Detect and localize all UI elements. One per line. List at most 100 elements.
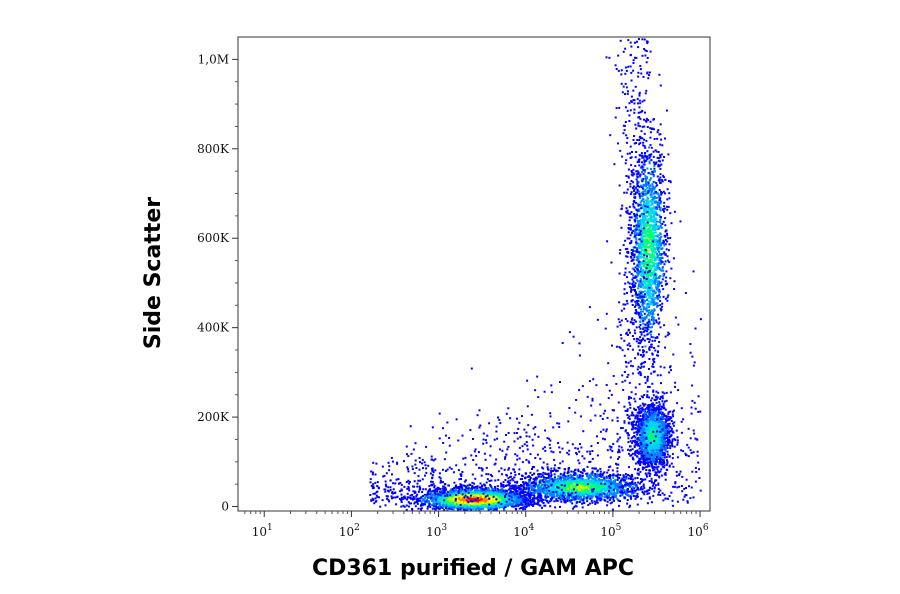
event-dot xyxy=(659,326,662,329)
event-dot xyxy=(641,161,643,164)
event-dot xyxy=(440,500,443,503)
event-dot xyxy=(603,471,606,474)
event-dot xyxy=(606,492,609,495)
event-dot xyxy=(522,503,525,506)
event-dot xyxy=(654,229,656,232)
event-dot xyxy=(413,498,416,500)
event-dot xyxy=(486,491,488,494)
event-dot xyxy=(587,487,590,490)
event-dot xyxy=(441,498,444,501)
event-dot xyxy=(544,492,547,495)
event-dot xyxy=(510,499,513,502)
event-dot xyxy=(648,239,651,242)
event-dot xyxy=(406,492,409,495)
event-dot xyxy=(480,507,483,510)
event-dot xyxy=(553,473,556,476)
event-dot xyxy=(575,472,578,475)
event-dot xyxy=(581,502,584,505)
event-dot xyxy=(628,490,631,493)
event-dot xyxy=(539,482,542,484)
event-dot xyxy=(621,493,624,496)
event-dot xyxy=(491,492,494,495)
event-dot xyxy=(652,366,655,368)
event-dot xyxy=(627,473,629,476)
event-dot xyxy=(544,491,547,494)
event-dot xyxy=(594,491,596,494)
event-dot xyxy=(522,481,525,483)
event-dot xyxy=(497,478,500,481)
event-dot xyxy=(488,500,491,502)
event-dot xyxy=(468,502,471,504)
event-dot xyxy=(644,266,647,268)
event-dot xyxy=(622,475,625,478)
event-dot xyxy=(656,201,659,204)
event-dot xyxy=(638,229,641,232)
event-dot xyxy=(666,240,669,243)
event-dot xyxy=(471,507,474,510)
event-dot xyxy=(564,475,567,478)
event-dot xyxy=(656,280,659,283)
event-dot xyxy=(653,319,656,322)
event-dot xyxy=(414,505,417,508)
event-dot xyxy=(591,481,594,484)
event-dot xyxy=(533,472,536,475)
event-dot xyxy=(604,489,607,492)
event-dot xyxy=(509,475,512,478)
event-dot xyxy=(489,485,492,487)
event-dot xyxy=(413,490,416,493)
event-dot xyxy=(432,499,434,502)
event-dot xyxy=(465,485,468,488)
event-dot xyxy=(484,504,487,507)
event-dot xyxy=(593,485,596,488)
event-dot xyxy=(423,493,426,496)
event-dot xyxy=(421,498,424,501)
event-dot xyxy=(630,478,632,480)
event-dot xyxy=(510,491,512,494)
event-dot xyxy=(641,137,644,140)
event-dot xyxy=(581,474,584,477)
event-dot xyxy=(571,495,574,498)
event-dot xyxy=(513,496,516,499)
event-dot xyxy=(483,484,486,487)
event-dot xyxy=(592,477,595,480)
event-dot xyxy=(509,487,512,490)
event-dot xyxy=(538,491,541,494)
event-dot xyxy=(650,211,653,214)
event-dot xyxy=(443,502,446,505)
event-dot xyxy=(611,493,613,496)
event-dot xyxy=(627,281,630,284)
event-dot xyxy=(502,491,505,494)
event-dot xyxy=(551,488,554,491)
event-dot xyxy=(538,484,540,486)
event-dot xyxy=(602,492,605,494)
event-dot xyxy=(493,494,496,497)
event-dot xyxy=(524,477,526,479)
event-dot xyxy=(639,342,642,345)
event-dot xyxy=(415,495,418,498)
event-dot xyxy=(433,504,436,507)
event-dot xyxy=(529,495,532,498)
event-dot xyxy=(658,254,661,257)
event-dot xyxy=(479,502,482,505)
event-dot xyxy=(659,209,662,212)
event-dot xyxy=(605,485,608,488)
event-dot xyxy=(533,502,536,505)
event-dot xyxy=(428,501,431,504)
event-dot xyxy=(633,487,636,490)
event-dot xyxy=(593,474,596,477)
event-dot xyxy=(600,480,603,483)
event-dot xyxy=(567,481,570,483)
event-dot xyxy=(520,502,523,505)
event-dot xyxy=(575,482,578,485)
event-dot xyxy=(651,248,654,251)
event-dot xyxy=(441,490,444,493)
event-dot xyxy=(571,490,574,493)
event-dot xyxy=(494,487,497,490)
event-dot xyxy=(556,484,559,487)
event-dot xyxy=(535,481,538,484)
event-dot xyxy=(641,270,644,272)
event-dot xyxy=(566,499,569,502)
event-dot xyxy=(652,216,655,219)
event-dot xyxy=(571,475,574,477)
event-dot xyxy=(532,488,535,491)
